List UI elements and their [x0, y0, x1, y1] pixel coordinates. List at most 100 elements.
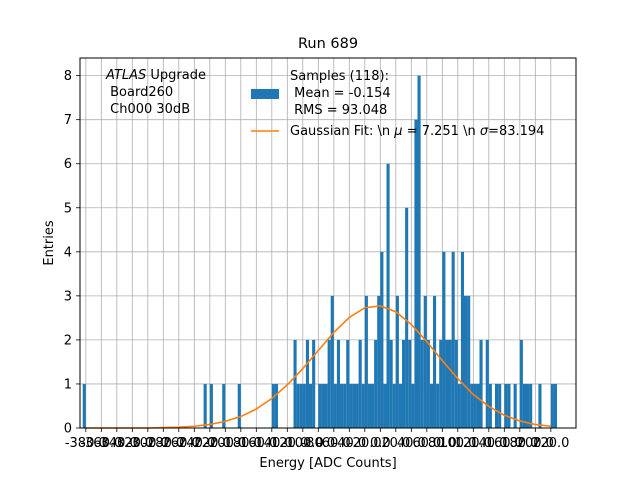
histogram-bar: [414, 119, 418, 429]
histogram-bar: [352, 383, 356, 428]
x-tick-label: -180.0: [220, 436, 262, 451]
histogram-bar: [305, 339, 310, 428]
legend-fit-text: Gaussian Fit: \n μ = 7.251 \n σ=83.194: [290, 124, 544, 139]
x-tick-label: 80.0: [428, 436, 457, 451]
histogram-bar: [408, 339, 412, 428]
y-tick-label: 5: [64, 201, 72, 216]
histogram-bar: [526, 383, 530, 428]
histogram-bar: [445, 339, 449, 428]
annotation-line-2: Board260: [106, 85, 173, 100]
histogram-bar: [324, 383, 328, 428]
x-tick-label: -160.0: [235, 436, 277, 451]
x-tick-label: -140.0: [251, 436, 293, 451]
x-tick-label: 0.0: [370, 436, 391, 451]
histogram-bar: [398, 383, 403, 428]
histogram-bar: [457, 383, 461, 428]
x-tick-label: 120.0: [455, 436, 492, 451]
x-tick-label: -260.0: [158, 436, 200, 451]
histogram-bar: [371, 383, 375, 428]
histogram-bar: [476, 383, 480, 428]
histogram-bar: [346, 339, 350, 428]
x-tick-label: 220.0: [532, 436, 569, 451]
histogram-bar: [426, 339, 430, 428]
x-tick-label: -240.0: [173, 436, 215, 451]
y-tick-label: 6: [64, 157, 72, 172]
x-tick-label: 200.0: [517, 436, 554, 451]
histogram-bar: [473, 383, 477, 428]
y-tick-label: 2: [64, 333, 72, 348]
histogram-bar: [222, 383, 226, 428]
histogram-bar: [364, 295, 368, 428]
x-tick-label: 40.0: [397, 436, 426, 451]
legend-fit-prefix: Gaussian Fit: \n: [290, 124, 394, 139]
legend-fit-mu-symbol: μ: [393, 124, 402, 139]
y-tick-label: 7: [64, 113, 72, 128]
x-tick-label: -200.0: [204, 436, 246, 451]
histogram-bar: [423, 295, 427, 428]
x-tick-label: 60.0: [412, 436, 441, 451]
histogram-bar: [411, 383, 415, 428]
histogram-bar: [429, 383, 434, 428]
histogram-bar: [386, 163, 390, 428]
y-tick-label: 8: [64, 69, 72, 84]
x-tick-label: 140.0: [470, 436, 507, 451]
x-tick-label: 100.0: [439, 436, 476, 451]
histogram-bar: [402, 339, 406, 428]
histogram-bar: [383, 383, 387, 428]
x-tick-label: -360.0: [80, 436, 122, 451]
histogram-bar: [358, 339, 362, 428]
x-tick-label: -40.0: [332, 436, 366, 451]
annotation-upgrade: Upgrade: [146, 68, 206, 83]
histogram-bar: [550, 383, 554, 428]
histogram-bar: [479, 339, 483, 428]
x-tick-label: -340.0: [96, 436, 138, 451]
y-axis-label: Entries: [42, 220, 57, 266]
histogram-bar: [309, 383, 313, 428]
histogram-bar: [274, 383, 279, 428]
histogram-bar: [293, 339, 297, 428]
histogram-bar: [529, 383, 533, 428]
histogram-bar: [361, 383, 365, 428]
histogram-bar: [321, 383, 325, 428]
x-tick-label: -300.0: [127, 436, 169, 451]
histogram-bar: [485, 339, 489, 428]
x-tick-label: -280.0: [142, 436, 184, 451]
x-tick-label: 160.0: [486, 436, 523, 451]
legend-samples-line-3: RMS = 93.048: [290, 103, 387, 118]
histogram-bar: [467, 295, 471, 428]
annotation-line-1: ATLAS Upgrade: [105, 68, 206, 83]
histogram-bar: [454, 339, 458, 428]
histogram-bar: [327, 339, 331, 428]
histogram-bars: [82, 75, 558, 429]
histogram-bar: [519, 339, 523, 428]
legend-samples-line-1: Samples (118):: [290, 69, 389, 84]
x-tick-label: -20.0: [348, 436, 382, 451]
legend-swatch-histogram: [251, 89, 279, 99]
histogram-bar: [209, 383, 213, 428]
legend-samples-line-2: Mean = -0.154: [290, 86, 391, 101]
histogram-bar: [395, 295, 399, 428]
y-tick-label: 4: [64, 245, 72, 260]
histogram-bar: [488, 383, 492, 428]
histogram-bar: [333, 383, 337, 428]
y-tick-label: 3: [64, 289, 72, 304]
x-tick-label: -60.0: [317, 436, 351, 451]
histogram-bar: [436, 383, 440, 428]
histogram-bar: [513, 383, 517, 428]
histogram-bar: [420, 339, 424, 428]
x-tick-label: -100.0: [282, 436, 324, 451]
plot-frame: [79, 57, 577, 429]
histogram-bar: [271, 383, 275, 428]
histogram-bar: [349, 383, 353, 428]
histogram-bar: [495, 383, 499, 428]
y-tick-label: 1: [64, 377, 72, 392]
annotation-atlas: ATLAS: [105, 68, 146, 83]
histogram-bar: [82, 383, 86, 428]
histogram-bar: [464, 295, 468, 428]
x-tick-label: -320.0: [111, 436, 153, 451]
histogram-bar: [522, 383, 527, 428]
histogram-bar: [237, 383, 241, 428]
histogram-bar: [296, 383, 300, 428]
histogram-bar: [442, 251, 446, 428]
